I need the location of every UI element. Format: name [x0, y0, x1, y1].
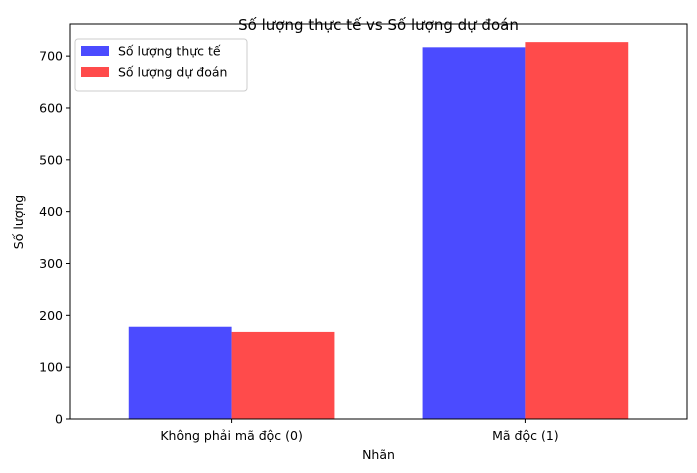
plot-area-frame — [69, 23, 688, 420]
legend-label-predicted: Số lượng dự đoán — [118, 65, 227, 80]
x-tick-label: Mã độc (1) — [492, 428, 559, 443]
x-axis: Không phải mã độc (0) Mã độc (1) — [160, 419, 559, 443]
legend-swatch-predicted — [81, 67, 109, 77]
y-tick-label: 0 — [55, 412, 63, 427]
bar-actual-0 — [128, 326, 232, 419]
y-tick-label: 300 — [39, 256, 63, 271]
y-axis: 0 100 200 300 400 500 600 700 — [39, 49, 70, 427]
y-tick-label: 200 — [39, 308, 63, 323]
y-tick-label: 100 — [39, 360, 63, 375]
bars-group — [128, 42, 629, 420]
y-axis-label: Số lượng — [11, 195, 26, 249]
y-tick-label: 400 — [39, 204, 63, 219]
bar-actual-1 — [422, 47, 526, 419]
y-tick-label: 600 — [39, 100, 63, 115]
x-tick-label: Không phải mã độc (0) — [160, 428, 303, 443]
bar-predicted-0 — [231, 331, 335, 419]
chart-title: Số lượng thực tế vs Số lượng dự đoán — [238, 16, 519, 34]
y-tick-label: 500 — [39, 152, 63, 167]
bar-predicted-1 — [525, 42, 629, 420]
legend: Số lượng thực tế Số lượng dự đoán — [74, 38, 248, 92]
x-axis-label: Nhãn — [362, 447, 395, 462]
legend-frame — [74, 38, 248, 92]
y-tick-label: 700 — [39, 49, 63, 64]
legend-label-actual: Số lượng thực tế — [118, 44, 221, 59]
legend-swatch-actual — [81, 46, 109, 56]
